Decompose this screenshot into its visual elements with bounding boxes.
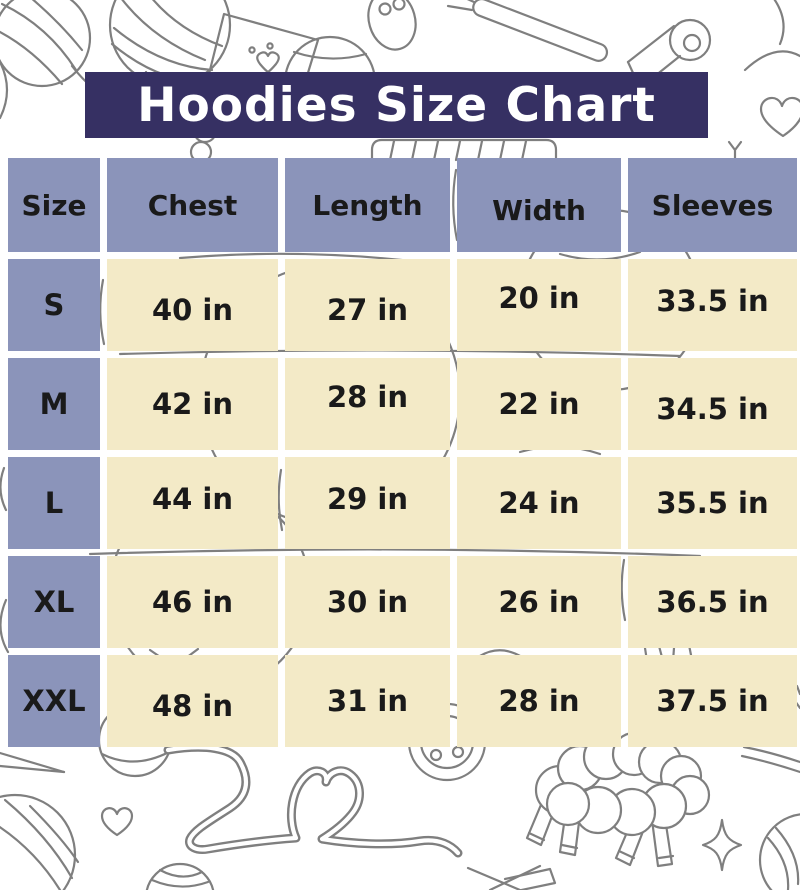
cell-text: M: [39, 387, 69, 421]
header-label: Chest: [147, 188, 238, 222]
sparkle-icon: [701, 818, 743, 872]
heart-icon: [759, 96, 800, 138]
cell-text: 28 in: [498, 684, 580, 718]
cell-text: 48 in: [151, 689, 234, 723]
cell-text: 40 in: [151, 293, 234, 327]
header-cell-sleeves: Sleeves: [628, 158, 797, 252]
title-banner: Hoodies Size Chart: [85, 72, 708, 138]
sheep-icon: [525, 731, 711, 868]
value-cell: 37.5 in: [628, 655, 797, 747]
header-cell-length: Length: [285, 158, 450, 252]
value-cell: 20 in: [457, 259, 621, 351]
value-cell: 28 in: [457, 655, 621, 747]
yarn-strand-heart-icon: [163, 742, 463, 858]
crochet-hook-icon: [446, 0, 609, 62]
size-table: Size Chest Length Width Sleeves S 40 in …: [8, 158, 797, 747]
cell-text: 22 in: [498, 387, 580, 421]
value-cell: 34.5 in: [628, 358, 797, 450]
cell-text: XL: [33, 585, 75, 619]
header-cell-width: Width: [457, 158, 621, 252]
cell-text: XXL: [22, 684, 86, 718]
value-cell: 35.5 in: [628, 457, 797, 549]
yarn-ball-icon: [145, 862, 215, 890]
cell-text: 33.5 in: [656, 284, 769, 318]
size-cell-s: S: [8, 259, 100, 351]
page-title: Hoodies Size Chart: [137, 77, 656, 133]
cell-text: 46 in: [151, 585, 234, 619]
cell-text: 24 in: [498, 486, 580, 520]
cell-text: 31 in: [326, 684, 409, 718]
cell-text: 34.5 in: [656, 392, 769, 426]
value-cell: 29 in: [285, 457, 450, 549]
value-cell: 33.5 in: [628, 259, 797, 351]
value-cell: 28 in: [285, 358, 450, 450]
cell-text: 20 in: [498, 281, 580, 315]
value-cell: 27 in: [285, 259, 450, 351]
size-cell-m: M: [8, 358, 100, 450]
cell-text: 42 in: [151, 387, 234, 421]
value-cell: 24 in: [457, 457, 621, 549]
cell-text: 26 in: [498, 585, 580, 619]
size-cell-xl: XL: [8, 556, 100, 648]
yarn-ball-icon: [758, 813, 800, 890]
cell-text: 30 in: [326, 585, 409, 619]
cell-text: 35.5 in: [656, 486, 769, 520]
header-label: Width: [492, 193, 586, 227]
cell-text: 28 in: [326, 380, 409, 414]
value-cell: 26 in: [457, 556, 621, 648]
header-label: Length: [312, 188, 423, 222]
value-cell: 30 in: [285, 556, 450, 648]
header-label: Size: [21, 188, 87, 222]
value-cell: 44 in: [107, 457, 278, 549]
cell-text: 37.5 in: [656, 684, 769, 718]
knitting-needle-icon: [0, 751, 66, 774]
cell-text: S: [43, 288, 65, 322]
cell-text: 27 in: [326, 293, 409, 327]
header-cell-chest: Chest: [107, 158, 278, 252]
cell-text: 29 in: [326, 482, 409, 516]
cell-text: 44 in: [151, 482, 234, 516]
value-cell: 36.5 in: [628, 556, 797, 648]
size-cell-l: L: [8, 457, 100, 549]
header-cell-size: Size: [8, 158, 100, 252]
value-cell: 22 in: [457, 358, 621, 450]
yarn-ball-icon: [0, 793, 80, 890]
cell-text: 36.5 in: [656, 585, 769, 619]
value-cell: 42 in: [107, 358, 278, 450]
value-cell: 46 in: [107, 556, 278, 648]
cell-text: L: [44, 486, 64, 520]
size-cell-xxl: XXL: [8, 655, 100, 747]
heart-icon: [100, 807, 134, 837]
value-cell: 48 in: [107, 655, 278, 747]
button-icon: [367, 0, 417, 51]
header-label: Sleeves: [651, 188, 774, 222]
value-cell: 40 in: [107, 259, 278, 351]
value-cell: 31 in: [285, 655, 450, 747]
